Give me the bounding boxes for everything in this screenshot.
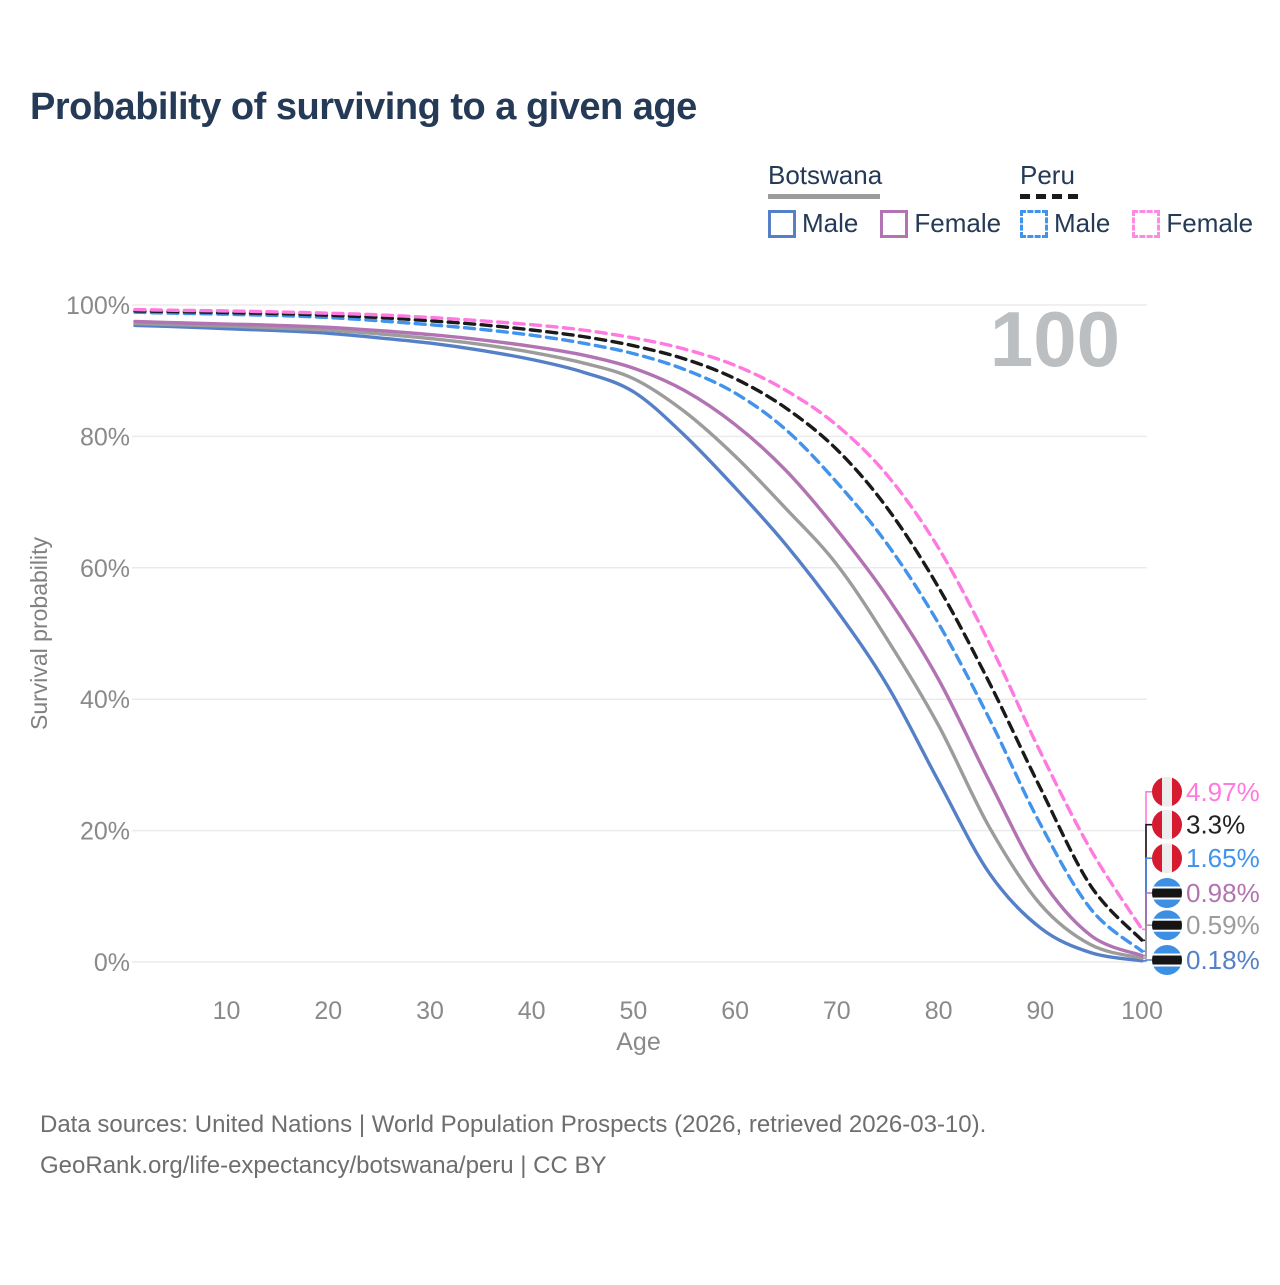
legend-group-botswana: Botswana Male Female: [768, 160, 1001, 239]
legend-item-peru-male[interactable]: Male: [1020, 208, 1110, 239]
flag-icon-botswana: [1152, 910, 1182, 941]
page-title: Probability of surviving to a given age: [30, 86, 697, 128]
legend-item-botswana-female[interactable]: Female: [880, 208, 1001, 239]
y-tick-label: 40%: [80, 686, 130, 714]
end-label-value: 0.18%: [1186, 945, 1260, 975]
end-label-value: 3.3%: [1186, 810, 1245, 840]
botswana-female-swatch: [880, 209, 909, 238]
flag-icon-peru: [1152, 809, 1182, 840]
y-tick-label: 80%: [80, 423, 130, 451]
x-tick-label: 50: [619, 997, 647, 1025]
series-line-peru-female[interactable]: [133, 307, 1144, 931]
y-tick-label: 60%: [80, 555, 130, 583]
legend-item-label: Female: [914, 208, 1002, 238]
footer: Data sources: United Nations | World Pop…: [40, 1104, 986, 1186]
peru-both-line-swatch: [1020, 194, 1078, 199]
end-label-connector: [1142, 892, 1152, 957]
x-tick-label: 40: [518, 997, 546, 1025]
legend-group-peru: Peru Male Female: [1020, 160, 1253, 239]
series-line-peru-male[interactable]: [133, 310, 1144, 953]
peru-male-swatch: [1020, 209, 1048, 238]
end-label-value: 4.97%: [1186, 777, 1260, 807]
y-tick-label: 100%: [66, 292, 130, 320]
flag-icon-botswana: [1152, 945, 1182, 975]
x-tick-label: 80: [925, 997, 953, 1025]
botswana-both-line-swatch: [768, 194, 880, 199]
x-tick-label: 60: [721, 997, 749, 1025]
legend-country-botswana[interactable]: Botswana: [768, 160, 883, 190]
footer-sources: Data sources: United Nations | World Pop…: [40, 1111, 987, 1138]
series-line-botswana-both-sexes[interactable]: [133, 321, 1144, 960]
series-line-peru-both-sexes[interactable]: [133, 309, 1144, 942]
series-line-botswana-female[interactable]: [133, 319, 1144, 958]
end-label-connector: [1142, 924, 1152, 959]
legend-item-label: Male: [802, 208, 859, 238]
peru-female-swatch: [1132, 209, 1161, 238]
legend-item-peru-female[interactable]: Female: [1132, 208, 1253, 239]
legend-country-peru[interactable]: Peru: [1020, 160, 1075, 190]
y-tick-label: 20%: [80, 818, 130, 846]
y-axis-title: Survival probability: [26, 536, 52, 730]
end-label-value: 1.65%: [1186, 843, 1260, 873]
x-tick-label: 100: [1121, 997, 1163, 1025]
legend-item-label: Male: [1054, 208, 1111, 238]
footer-link: GeoRank.org/life-expectancy/botswana/per…: [40, 1152, 607, 1179]
x-tick-label: 10: [213, 997, 241, 1025]
end-label-connector: [1142, 791, 1152, 931]
end-label-connector: [1142, 857, 1152, 952]
flag-icon-peru: [1152, 776, 1182, 807]
flag-icon-peru: [1152, 843, 1182, 874]
legend-item-label: Female: [1166, 208, 1254, 238]
x-axis-title: Age: [616, 1028, 660, 1056]
x-tick-label: 30: [416, 997, 444, 1025]
y-tick-label: 0%: [94, 949, 130, 977]
x-tick-label: 20: [314, 997, 342, 1025]
end-label-value: 0.59%: [1186, 910, 1260, 940]
flag-icon-botswana: [1152, 878, 1182, 908]
end-label-connector: [1142, 823, 1152, 942]
x-tick-label: 90: [1026, 997, 1054, 1025]
botswana-male-swatch: [768, 209, 796, 238]
series-line-botswana-male[interactable]: [133, 323, 1144, 963]
hover-age-watermark: 100: [990, 295, 1120, 383]
end-label-value: 0.98%: [1186, 878, 1260, 908]
legend-item-botswana-male[interactable]: Male: [768, 208, 858, 239]
x-tick-label: 70: [823, 997, 851, 1025]
end-label-connector: [1142, 959, 1152, 962]
